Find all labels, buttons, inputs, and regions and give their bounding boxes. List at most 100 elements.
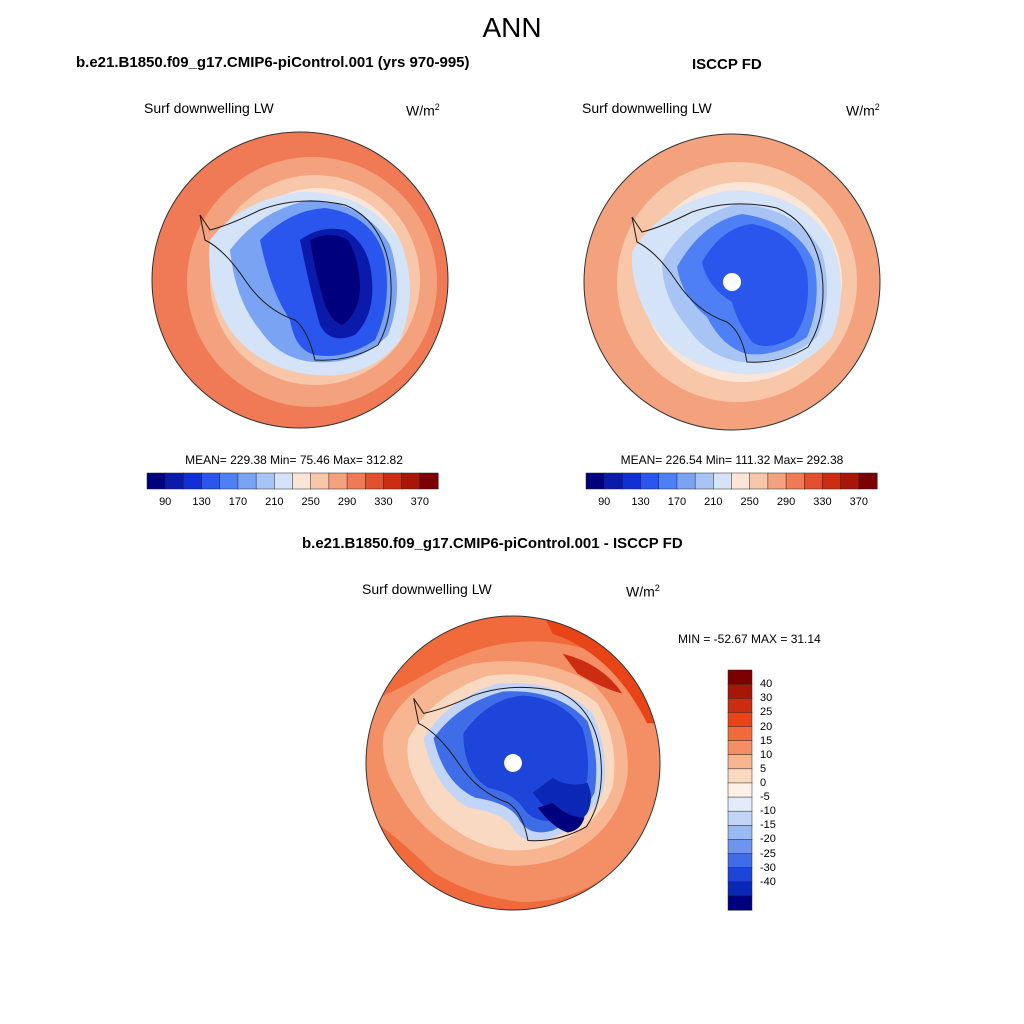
colorbar-swatch [727,683,753,699]
colorbar-swatch [767,472,787,490]
diff-stats: MIN = -52.67 MAX = 31.14 [678,632,821,646]
colorbar-swatch [727,810,753,826]
colorbar-swatch [419,472,439,490]
colorbar-swatch [749,472,769,490]
diff-colorbar-tick: -40 [760,875,776,888]
diff-colorbar-tick: -5 [760,791,770,804]
diff-colorbar-tick: 15 [760,734,773,747]
model-variable-label: Surf downwelling LW [144,100,274,116]
obs-colorbar-tick: 250 [740,496,759,508]
colorbar-swatch [727,782,753,798]
colorbar-swatch [310,472,330,490]
diff-colorbar [727,669,753,911]
colorbar-swatch [727,881,753,897]
model-colorbar-tick: 330 [374,496,393,508]
obs-units-label: W/m2 [846,102,880,119]
colorbar-swatch [292,472,312,490]
colorbar-swatch [603,472,623,490]
obs-colorbar-ticks: 90 130 170 210 250 290 330 370 [586,496,877,510]
model-colorbar-tick: 90 [159,496,172,508]
colorbar-swatch [694,472,714,490]
diff-colorbar-tick: 25 [760,706,773,719]
colorbar-swatch [401,472,421,490]
diff-colorbar-tick: -25 [760,847,776,860]
model-panel-title: b.e21.B1850.f09_g17.CMIP6-piControl.001 … [76,54,470,71]
model-colorbar-tick: 210 [265,496,284,508]
obs-colorbar-tick: 290 [776,496,796,508]
diff-colorbar-ticks: 40 30 25 20 15 10 5 0 -5 -10 -15 -20 -25… [760,670,800,910]
colorbar-swatch [727,853,753,869]
colorbar-swatch [328,472,348,490]
model-polar-map [151,131,449,429]
diff-colorbar-tick: 10 [760,748,773,761]
colorbar-swatch [727,726,753,742]
diff-colorbar-tick: 5 [760,762,767,775]
diff-panel-title: b.e21.B1850.f09_g17.CMIP6-piControl.001 … [302,535,683,552]
obs-colorbar [585,472,878,490]
obs-colorbar-tick: 170 [667,496,687,508]
diff-units-label: W/m2 [626,583,660,600]
model-colorbar-tick: 250 [301,496,320,508]
obs-stats: MEAN= 226.54 Min= 111.32 Max= 292.38 [620,453,844,467]
colorbar-swatch [727,712,753,728]
diff-polar-map [365,615,661,911]
colorbar-swatch [255,472,275,490]
colorbar-swatch [727,895,753,911]
colorbar-swatch [274,472,294,490]
colorbar-swatch [164,472,184,490]
colorbar-swatch [727,740,753,756]
colorbar-swatch [640,472,660,490]
model-colorbar-ticks: 90 130 170 210 250 290 330 370 [147,496,438,510]
colorbar-swatch [727,796,753,812]
colorbar-swatch [785,472,805,490]
colorbar-swatch [731,472,751,490]
obs-colorbar-tick: 210 [704,496,723,508]
model-colorbar-tick: 370 [410,496,429,508]
colorbar-swatch [822,472,842,490]
colorbar-swatch [727,697,753,713]
diff-colorbar-tick: -30 [760,861,776,874]
colorbar-swatch [727,669,753,685]
obs-colorbar-tick: 370 [849,496,868,508]
colorbar-swatch [585,472,605,490]
model-colorbar-tick: 170 [228,496,248,508]
colorbar-swatch [858,472,878,490]
figure-title: ANN [482,12,542,43]
colorbar-swatch [346,472,366,490]
diff-variable-label: Surf downwelling LW [362,581,492,597]
obs-colorbar-tick: 90 [598,496,611,508]
diff-colorbar-tick: 0 [760,776,767,789]
colorbar-swatch [658,472,678,490]
colorbar-swatch [727,754,753,770]
colorbar-swatch [727,839,753,855]
obs-polar-map [583,133,881,431]
model-stats: MEAN= 229.38 Min= 75.46 Max= 312.82 [185,453,403,467]
colorbar-swatch [219,472,239,490]
obs-panel-title: ISCCP FD [692,56,762,73]
colorbar-swatch [622,472,642,490]
diff-colorbar-tick: -20 [760,833,776,846]
colorbar-swatch [146,472,166,490]
colorbar-swatch [713,472,733,490]
colorbar-swatch [727,768,753,784]
colorbar-swatch [727,867,753,883]
diff-colorbar-tick: 30 [760,692,773,705]
diff-colorbar-tick: -15 [760,819,776,832]
colorbar-swatch [804,472,823,490]
colorbar-swatch [840,472,860,490]
model-units-label: W/m2 [406,102,440,119]
colorbar-swatch [365,472,384,490]
colorbar-swatch [201,472,221,490]
obs-colorbar-tick: 130 [631,496,650,508]
diff-colorbar-tick: 40 [760,678,773,691]
colorbar-swatch [183,472,203,490]
colorbar-swatch [676,472,696,490]
colorbar-swatch [237,472,257,490]
model-colorbar-tick: 290 [337,496,357,508]
obs-colorbar-tick: 330 [813,496,832,508]
obs-variable-label: Surf downwelling LW [582,100,712,116]
colorbar-swatch [383,472,403,490]
diff-colorbar-tick: -10 [760,805,776,818]
colorbar-swatch [727,825,753,840]
diff-colorbar-tick: 20 [760,720,773,733]
